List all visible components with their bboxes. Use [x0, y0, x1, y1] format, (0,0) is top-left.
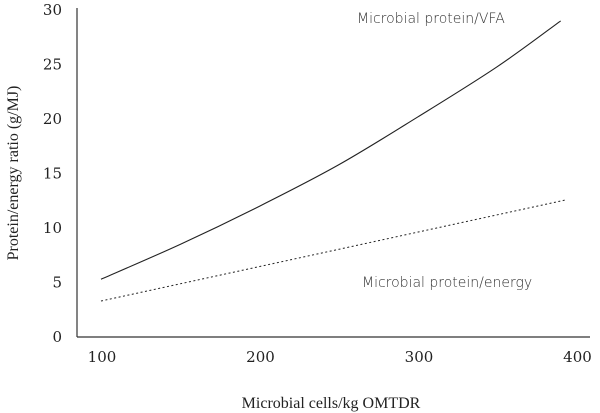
x-tick-label: 400 — [563, 348, 592, 366]
y-tick-label: 5 — [52, 274, 62, 292]
y-tick-label: 30 — [43, 1, 62, 19]
y-tick-label: 20 — [43, 110, 62, 128]
y-tick-label: 0 — [52, 328, 62, 346]
y-axis-label: Protein/energy ratio (g/MJ) — [5, 86, 22, 261]
series-line-vfa — [100, 20, 561, 280]
y-tick-label: 10 — [43, 219, 62, 237]
series-label-energy: Microbial protein/energy — [362, 275, 532, 291]
x-tick-label: 100 — [88, 348, 117, 366]
series-label-vfa: Microbial protein/VFA — [357, 11, 505, 27]
x-tick-label: 200 — [246, 348, 275, 366]
y-tick-label: 15 — [43, 165, 62, 183]
x-tick-label: 300 — [405, 348, 434, 366]
x-axis-label: Microbial cells/kg OMTDR — [242, 395, 421, 412]
series-line-energy — [100, 199, 568, 302]
y-tick-label: 25 — [43, 56, 62, 74]
